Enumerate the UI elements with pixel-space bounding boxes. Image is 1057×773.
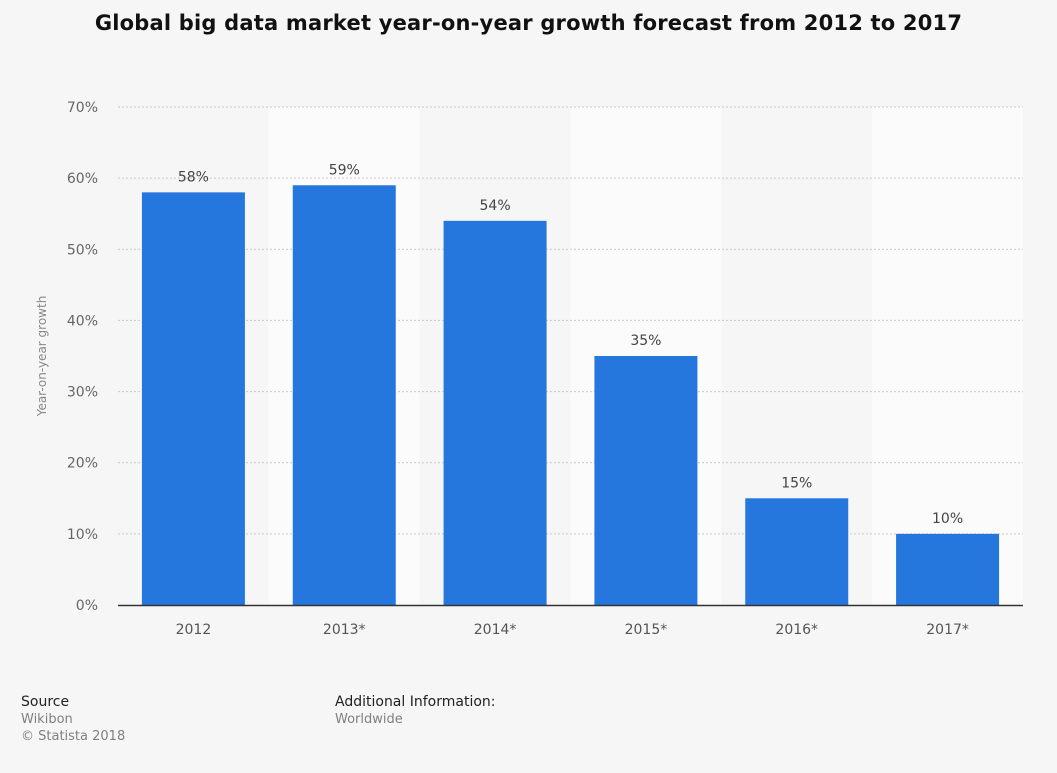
copyright-text: © Statista 2018	[21, 729, 126, 744]
y-axis-label: Year-on-year growth	[35, 296, 49, 418]
y-tick-label: 20%	[67, 456, 98, 472]
source-name: Wikibon	[21, 712, 73, 727]
y-tick-label: 10%	[67, 527, 98, 543]
bar[interactable]	[443, 220, 547, 606]
alternating-bands	[118, 107, 1023, 605]
x-tick-label: 2013*	[323, 622, 366, 638]
additional-info-text: Worldwide	[335, 712, 403, 727]
x-tick-label: 2014*	[474, 622, 517, 638]
y-tick-label: 50%	[67, 242, 98, 258]
x-tick-label: 2017*	[926, 622, 969, 638]
bar[interactable]	[896, 533, 1000, 605]
y-tick-label: 60%	[67, 171, 98, 187]
source-heading: Source	[21, 694, 70, 710]
additional-info-heading: Additional Information:	[335, 694, 496, 710]
data-label: 59%	[329, 162, 360, 178]
additional-info-block: Additional Information: Worldwide	[335, 694, 496, 728]
data-label: 58%	[178, 169, 209, 185]
gridlines	[118, 106, 1023, 535]
data-label: 35%	[630, 333, 661, 349]
source-block: Source Wikibon © Statista 2018	[21, 694, 125, 745]
chart-title: Global big data market year-on-year grow…	[94, 11, 963, 35]
data-labels: 58% 59% 54% 35% 15% 10%	[178, 162, 963, 527]
x-tick-label: 2016*	[775, 622, 818, 638]
y-tick-label: 40%	[67, 313, 98, 329]
bar[interactable]	[292, 185, 396, 605]
bar[interactable]	[141, 192, 245, 605]
y-tick-label: 70%	[67, 100, 98, 116]
y-axis-ticks: 0% 10% 20% 30% 40% 50% 60% 70%	[67, 100, 98, 614]
y-tick-label: 30%	[67, 385, 98, 401]
y-tick-label: 0%	[76, 598, 98, 614]
bars	[141, 185, 1000, 606]
x-tick-label: 2015*	[625, 622, 668, 638]
bar[interactable]	[594, 356, 698, 605]
x-axis-ticks: 2012 2013* 2014* 2015* 2016* 2017*	[176, 622, 969, 638]
category-band	[872, 107, 1023, 605]
data-label: 54%	[480, 198, 511, 214]
x-tick-label: 2012	[176, 622, 212, 638]
data-label: 10%	[932, 511, 963, 527]
bar[interactable]	[745, 498, 849, 605]
data-label: 15%	[781, 475, 812, 491]
